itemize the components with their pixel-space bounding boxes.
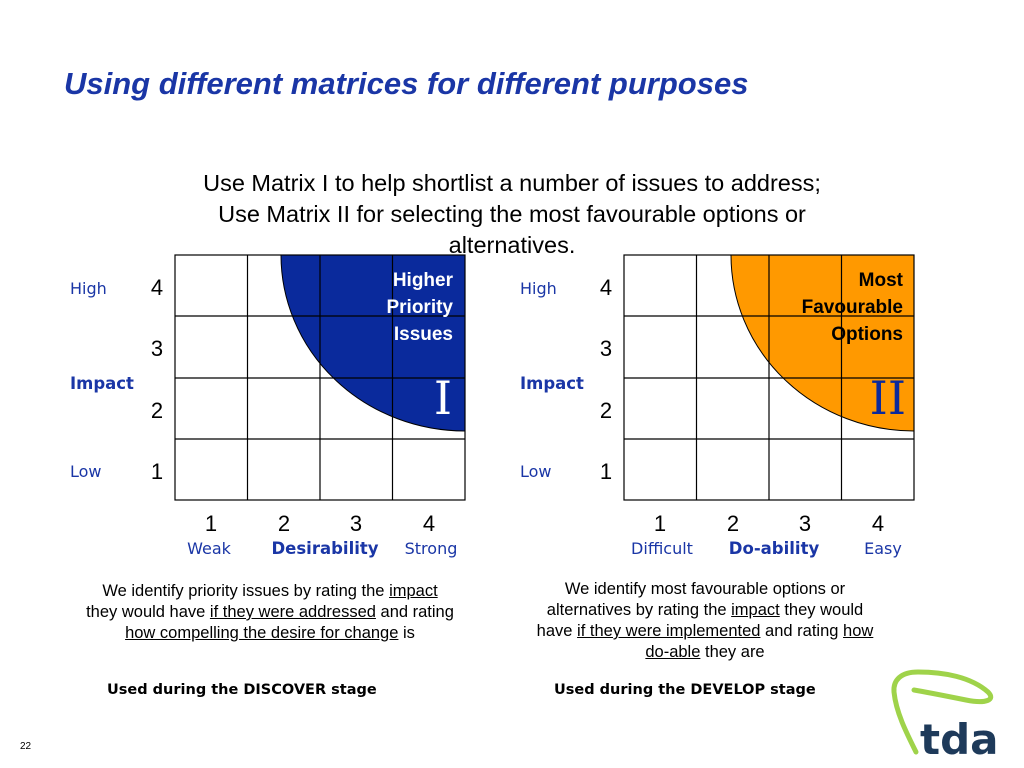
matrix-2-y-high: High: [520, 279, 557, 298]
intro-line-1: Use Matrix I to help shortlist a number …: [203, 170, 821, 196]
matrix-2-x-low: Difficult: [631, 539, 693, 558]
matrix-1-numeral: I: [434, 371, 452, 425]
matrix-1-y-label: Impact: [70, 374, 134, 393]
matrix-2-x-high: Easy: [864, 539, 902, 558]
matrix-2-description-text-2: they would have: [536, 601, 864, 640]
matrix-2-quadrant-label-line-3: Options: [831, 324, 903, 345]
matrix-1-description-underline-3: how compelling the desire for change: [125, 624, 399, 642]
matrix-1: Higher Priority Issues I 4 3 2 1 1 2 3 4…: [70, 254, 466, 558]
matrix-1-x-low: Weak: [187, 539, 232, 558]
matrix-2-description-underline-3: how do-able: [645, 622, 874, 661]
matrix-1-description-text-1: We identify priority issues by rating th…: [102, 582, 390, 600]
matrix-1-description: We identify priority issues by rating th…: [85, 581, 455, 644]
intro-line-3: alternatives.: [448, 232, 576, 258]
matrix-1-x-high: Strong: [405, 539, 458, 558]
matrix-2-description-underline-2: if they were implemented: [577, 622, 761, 640]
matrix-1-x-tick-3: 3: [350, 511, 362, 536]
matrix-2-y-label: Impact: [520, 374, 584, 393]
matrix-1-x-tick-4: 4: [423, 511, 435, 536]
matrix-2: Most Favourable Options II 4 3 2 1 1 2 3…: [520, 254, 915, 558]
matrix-2-x-tick-3: 3: [799, 511, 811, 536]
matrix-2-description-text-3: and rating: [760, 622, 844, 640]
matrix-1-y-high: High: [70, 279, 107, 298]
matrix-1-description-text-3: and rating: [375, 603, 454, 621]
intro-line-2: Use Matrix II for selecting the most fav…: [218, 201, 806, 227]
page-title: Using different matrices for different p…: [64, 66, 749, 101]
matrix-2-favourable-quadrant: [730, 254, 915, 432]
matrix-2-x-label: Do-ability: [729, 539, 820, 558]
matrix-2-x-tick-1: 1: [654, 511, 666, 536]
matrix-1-grid: [174, 254, 466, 501]
matrix-2-numeral: II: [870, 371, 906, 425]
matrix-2-description-underline-1: impact: [731, 601, 780, 619]
matrix-2-x-tick-4: 4: [872, 511, 884, 536]
matrix-1-quadrant-label-line-3: Issues: [394, 324, 453, 345]
matrix-2-quadrant-label-line-2: Favourable: [802, 297, 903, 318]
matrix-1-stage-label: Used during the DISCOVER stage: [107, 682, 377, 698]
matrix-1-description-text-2: they would have: [86, 603, 210, 621]
matrix-1-description-underline-2: if they were addressed: [209, 603, 376, 621]
matrix-2-quadrant-label-line-1: Most: [859, 270, 904, 291]
matrix-1-y-tick-4: 4: [151, 275, 163, 300]
matrix-1-y-tick-1: 1: [151, 459, 163, 484]
tda-logo: tda: [891, 669, 998, 762]
matrix-2-y-tick-3: 3: [600, 336, 612, 361]
matrix-1-description-text-4: is: [398, 624, 415, 642]
matrix-1-x-tick-2: 2: [278, 511, 290, 536]
matrix-2-x-tick-2: 2: [727, 511, 739, 536]
matrix-2-stage-label: Used during the DEVELOP stage: [554, 682, 816, 698]
matrix-2-description: We identify most favourable options or a…: [530, 579, 880, 663]
matrix-1-y-tick-3: 3: [151, 336, 163, 361]
matrix-1-y-tick-2: 2: [151, 398, 163, 423]
tda-logo-swirl: [891, 669, 994, 755]
matrix-1-x-label: Desirability: [271, 539, 378, 558]
matrix-2-grid: [623, 254, 915, 501]
matrix-2-y-tick-2: 2: [600, 398, 612, 423]
tda-logo-text: tda: [920, 715, 998, 762]
matrix-2-y-low: Low: [520, 462, 552, 481]
matrix-2-description-text-4: they are: [700, 643, 765, 661]
matrix-1-x-tick-1: 1: [205, 511, 217, 536]
matrix-1-y-low: Low: [70, 462, 102, 481]
matrix-2-y-tick-4: 4: [600, 275, 612, 300]
matrix-1-description-underline-1: impact: [389, 582, 438, 600]
matrix-2-y-tick-1: 1: [600, 459, 612, 484]
matrix-1-quadrant-label-line-1: Higher: [393, 270, 454, 291]
matrix-1-quadrant-label-line-2: Priority: [386, 297, 453, 318]
matrix-2-description-text-1: We identify most favourable options or a…: [546, 580, 846, 619]
page-number: 22: [20, 741, 32, 752]
matrix-1-priority-quadrant: [280, 254, 466, 432]
intro-text: Use Matrix I to help shortlist a number …: [120, 168, 904, 261]
